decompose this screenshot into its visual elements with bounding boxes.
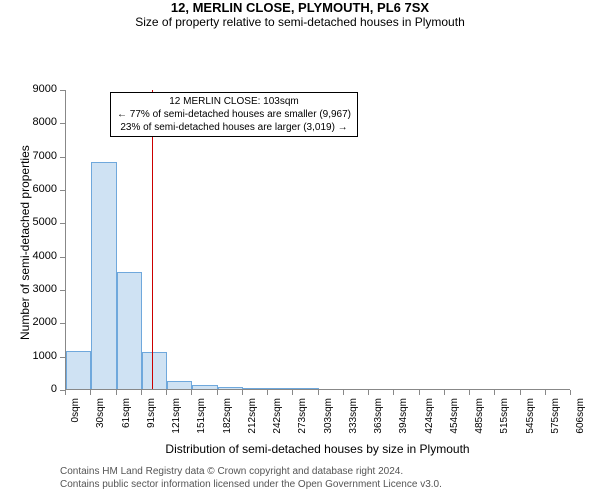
histogram-bar (117, 272, 142, 389)
x-tick-mark (116, 390, 117, 395)
histogram-bar (192, 385, 217, 389)
footer-line1: Contains HM Land Registry data © Crown c… (60, 465, 442, 478)
x-tick-mark (191, 390, 192, 395)
x-tick-mark (267, 390, 268, 395)
histogram-bar (268, 388, 293, 389)
x-tick-label: 606sqm (575, 398, 586, 448)
y-tick-label: 6000 (25, 183, 57, 195)
x-tick-mark (469, 390, 470, 395)
x-tick-label: 91sqm (146, 398, 157, 448)
x-tick-mark (444, 390, 445, 395)
y-tick-mark (60, 157, 65, 158)
x-tick-mark (419, 390, 420, 395)
footer-attribution: Contains HM Land Registry data © Crown c… (60, 465, 442, 491)
x-tick-label: 212sqm (247, 398, 258, 448)
y-tick-label: 7000 (25, 150, 57, 162)
x-tick-label: 485sqm (474, 398, 485, 448)
x-tick-label: 333sqm (348, 398, 359, 448)
annotation-line1: 12 MERLIN CLOSE: 103sqm (117, 95, 351, 108)
x-tick-mark (217, 390, 218, 395)
x-tick-label: 30sqm (95, 398, 106, 448)
histogram-bar (91, 162, 116, 389)
y-tick-mark (60, 223, 65, 224)
x-tick-label: 545sqm (525, 398, 536, 448)
chart-title: 12, MERLIN CLOSE, PLYMOUTH, PL6 7SX (0, 0, 600, 15)
x-tick-mark (343, 390, 344, 395)
x-tick-mark (494, 390, 495, 395)
y-axis-label: Number of semi-detached properties (18, 145, 32, 340)
x-tick-label: 121sqm (171, 398, 182, 448)
x-tick-label: 424sqm (424, 398, 435, 448)
y-tick-mark (60, 190, 65, 191)
histogram-bar (218, 387, 243, 389)
x-tick-mark (166, 390, 167, 395)
x-tick-label: 151sqm (196, 398, 207, 448)
histogram-bar (142, 352, 167, 389)
x-tick-mark (570, 390, 571, 395)
x-axis-label: Distribution of semi-detached houses by … (65, 442, 570, 456)
y-tick-mark (60, 90, 65, 91)
y-tick-mark (60, 323, 65, 324)
x-tick-mark (292, 390, 293, 395)
footer-line2: Contains public sector information licen… (60, 478, 442, 491)
annotation-box: 12 MERLIN CLOSE: 103sqm ← 77% of semi-de… (110, 92, 358, 137)
chart-subtitle: Size of property relative to semi-detach… (0, 15, 600, 29)
x-tick-mark (520, 390, 521, 395)
x-tick-mark (393, 390, 394, 395)
annotation-line2: ← 77% of semi-detached houses are smalle… (117, 108, 351, 121)
x-tick-label: 454sqm (449, 398, 460, 448)
x-tick-label: 61sqm (121, 398, 132, 448)
y-tick-label: 3000 (25, 283, 57, 295)
annotation-line3: 23% of semi-detached houses are larger (… (117, 121, 351, 134)
x-tick-mark (65, 390, 66, 395)
y-tick-label: 9000 (25, 83, 57, 95)
x-tick-mark (368, 390, 369, 395)
y-tick-mark (60, 357, 65, 358)
y-tick-label: 4000 (25, 250, 57, 262)
y-tick-label: 0 (25, 383, 57, 395)
x-tick-label: 242sqm (272, 398, 283, 448)
x-tick-label: 394sqm (398, 398, 409, 448)
histogram-bar (293, 388, 318, 389)
y-tick-label: 1000 (25, 350, 57, 362)
y-tick-mark (60, 290, 65, 291)
x-tick-mark (242, 390, 243, 395)
x-tick-label: 273sqm (297, 398, 308, 448)
x-tick-label: 0sqm (70, 398, 81, 448)
y-tick-mark (60, 257, 65, 258)
x-tick-label: 575sqm (550, 398, 561, 448)
histogram-bar (243, 388, 268, 389)
y-tick-label: 8000 (25, 116, 57, 128)
y-tick-label: 5000 (25, 216, 57, 228)
y-tick-label: 2000 (25, 316, 57, 328)
y-tick-mark (60, 123, 65, 124)
x-tick-label: 515sqm (499, 398, 510, 448)
x-tick-mark (141, 390, 142, 395)
x-tick-label: 182sqm (222, 398, 233, 448)
x-tick-mark (318, 390, 319, 395)
x-tick-label: 303sqm (323, 398, 334, 448)
x-tick-mark (545, 390, 546, 395)
histogram-bar (66, 351, 91, 389)
x-tick-label: 363sqm (373, 398, 384, 448)
x-tick-mark (90, 390, 91, 395)
histogram-bar (167, 381, 192, 389)
